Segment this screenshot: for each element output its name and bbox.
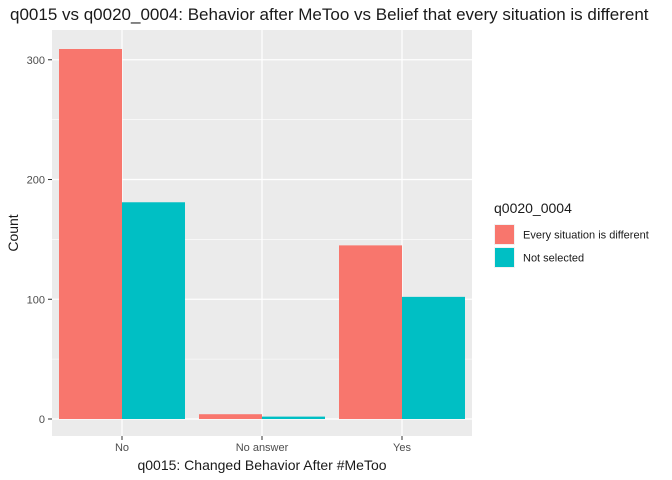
bar: [402, 296, 465, 419]
bar: [59, 49, 122, 419]
legend-label: Every situation is different: [523, 230, 649, 242]
x-tick-label: Yes: [393, 442, 411, 454]
y-axis-label: Count: [5, 214, 21, 251]
bar: [199, 414, 262, 419]
chart-title: q0015 vs q0020_0004: Behavior after MeTo…: [10, 5, 649, 24]
bar: [339, 245, 402, 419]
y-tick-label: 0: [39, 414, 45, 426]
legend-swatch: [495, 248, 514, 267]
x-tick-label: No answer: [236, 442, 289, 454]
legend-label: Not selected: [523, 253, 584, 265]
x-axis-ticks: No No answer Yes: [115, 436, 411, 454]
legend-title: q0020_0004: [494, 200, 572, 216]
y-tick-label: 300: [27, 55, 45, 67]
bar: [262, 416, 325, 419]
y-axis-ticks: 0 100 200 300: [27, 55, 52, 426]
bars: [59, 49, 465, 419]
bar: [122, 202, 185, 419]
y-tick-label: 200: [27, 175, 45, 187]
legend: q0020_0004 Every situation is different N…: [494, 200, 649, 268]
x-tick-label: No: [115, 442, 129, 454]
legend-swatch: [495, 225, 514, 244]
x-axis-label: q0015: Changed Behavior After #MeToo: [137, 457, 386, 473]
y-tick-label: 100: [27, 294, 45, 306]
